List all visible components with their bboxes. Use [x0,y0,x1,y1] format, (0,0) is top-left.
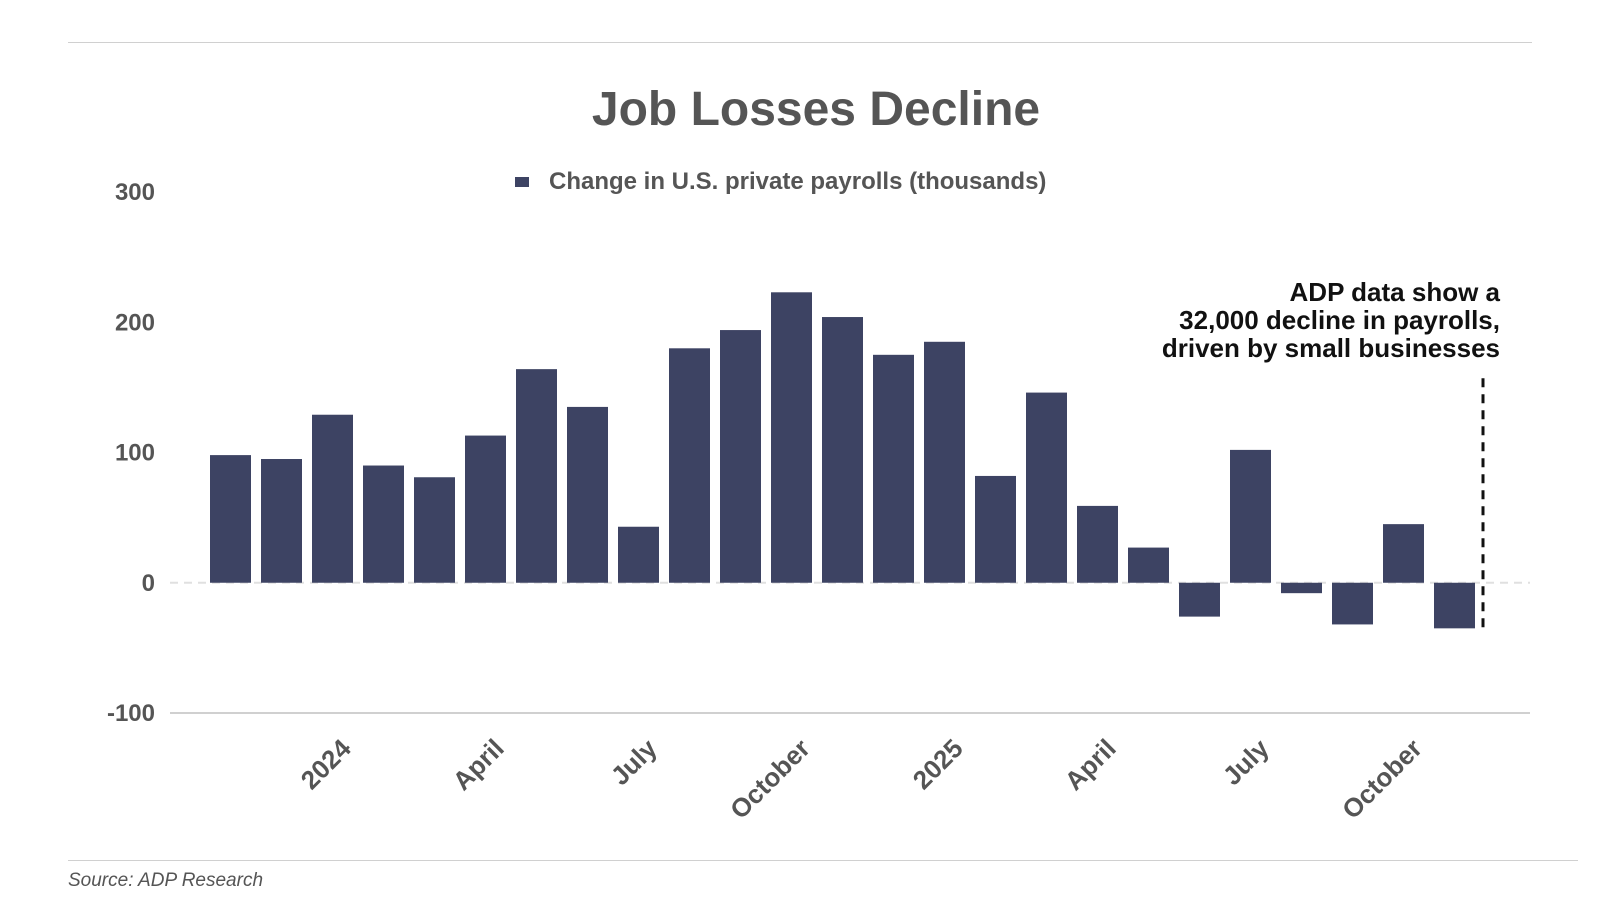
bar [261,459,302,583]
x-tick-label: 2024 [295,733,357,795]
bar [1077,505,1118,583]
bar [1332,582,1373,625]
top-divider [68,42,1532,43]
y-tick-label: 100 [115,440,155,467]
bar [1434,582,1475,629]
y-tick-label: 300 [115,179,155,206]
bar [210,455,251,583]
x-tick-label: October [1336,733,1428,825]
bar [312,414,353,583]
bar [720,330,761,583]
bar [822,317,863,583]
y-tick-label: 0 [142,570,155,597]
bottom-divider [68,860,1578,861]
bar [1383,524,1424,583]
x-tick-label: April [447,733,510,796]
legend-label: Change in U.S. private payrolls (thousan… [549,168,1047,195]
bar [414,477,455,583]
bar [669,348,710,583]
bar [516,369,557,583]
bar [1230,449,1271,583]
y-tick-label: 200 [115,309,155,336]
x-tick-label: July [1217,733,1275,791]
annotation-line: ADP data show a [1289,277,1500,307]
x-tick-label: October [724,733,816,825]
y-tick-label: -100 [107,700,155,727]
bar [465,435,506,583]
bar [1128,547,1169,583]
x-tick-label: April [1059,733,1122,796]
x-tick-label: July [605,733,663,791]
chart-title: Job Losses Decline [591,83,1041,136]
bar [975,475,1016,583]
legend-swatch [515,177,529,187]
x-tick-label: 2025 [907,733,969,795]
legend: Change in U.S. private payrolls (thousan… [515,168,1046,196]
bar [567,406,608,583]
bar [618,526,659,583]
bar [1026,392,1067,583]
annotation-line: driven by small businesses [1161,333,1500,363]
annotation-line: 32,000 decline in payrolls, [1179,305,1500,335]
bar [924,341,965,583]
bar [771,292,812,583]
bar [1179,582,1220,617]
bar [363,465,404,583]
bar [873,354,914,583]
source-note: Source: ADP Research [68,870,264,891]
bar [1281,582,1322,594]
annotation: ADP data show a 32,000 decline in payrol… [1162,278,1500,362]
